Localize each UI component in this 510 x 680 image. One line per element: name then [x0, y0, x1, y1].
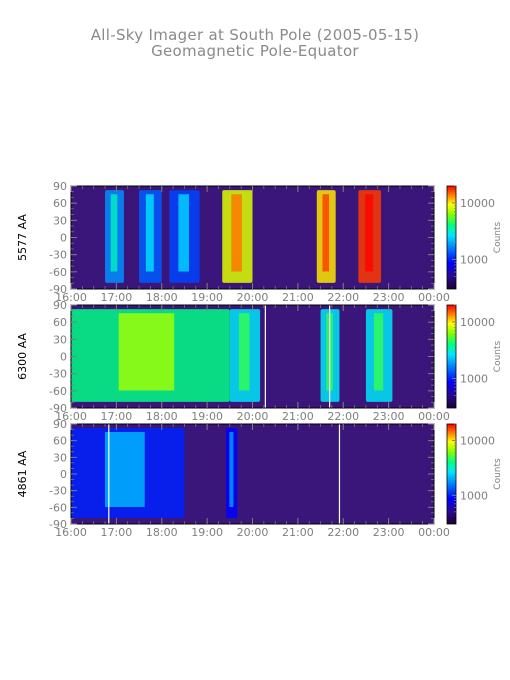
y-tick-label: 30: [53, 214, 67, 227]
colorbar-tick-label: 10000: [460, 435, 495, 448]
x-tick-label: 00:00: [418, 291, 450, 304]
colorbar-frame: [446, 423, 457, 525]
x-tick-label: 17:00: [101, 526, 133, 539]
colorbar-frame: [446, 304, 457, 409]
colorbar-tick-label: 1000: [460, 489, 488, 502]
x-tick-label: 17:00: [101, 291, 133, 304]
x-tick-label: 16:00: [55, 291, 87, 304]
y-tick-label: 0: [60, 468, 67, 481]
x-tick-label: 23:00: [373, 526, 405, 539]
x-tick-label: 20:00: [237, 526, 269, 539]
x-tick-label: 00:00: [418, 410, 450, 423]
y-tick-label: 30: [53, 451, 67, 464]
y-tick-label: 90: [53, 418, 67, 431]
x-tick-label: 00:00: [418, 526, 450, 539]
y-tick-label: 90: [53, 299, 67, 312]
y-axis-label: 6300 AA: [16, 333, 29, 380]
emission-band-core: [105, 432, 145, 507]
y-axis-label: 4861 AA: [16, 450, 29, 497]
colorbar-label: Counts: [493, 221, 503, 253]
emission-band-core: [322, 194, 330, 272]
x-tick-label: 19:00: [191, 410, 223, 423]
emission-band-core: [229, 432, 234, 507]
emission-band-core: [178, 194, 189, 272]
y-tick-label: -30: [49, 249, 67, 262]
colorbar-tick-label: 10000: [460, 316, 495, 329]
x-tick-label: 19:00: [191, 291, 223, 304]
y-tick-label: 60: [53, 316, 67, 329]
x-tick-label: 21:00: [282, 410, 314, 423]
colorbar-tick-label: 10000: [460, 197, 495, 210]
x-tick-label: 23:00: [373, 291, 405, 304]
y-tick-label: 30: [53, 333, 67, 346]
y-tick-label: -90: [49, 283, 67, 296]
y-axis-label: 5577 AA: [16, 214, 29, 261]
x-tick-label: 21:00: [282, 291, 314, 304]
x-tick-label: 22:00: [327, 291, 359, 304]
x-tick-label: 22:00: [327, 410, 359, 423]
figure-subtitle: Geomagnetic Pole-Equator: [151, 42, 359, 60]
colorbar: [447, 305, 456, 408]
x-tick-label: 17:00: [101, 410, 133, 423]
colorbar-tick-label: 1000: [460, 372, 488, 385]
x-tick-label: 23:00: [373, 410, 405, 423]
x-tick-label: 19:00: [191, 526, 223, 539]
y-tick-label: 60: [53, 197, 67, 210]
y-tick-label: -30: [49, 368, 67, 381]
colorbar: [447, 186, 456, 289]
x-tick-label: 18:00: [146, 410, 178, 423]
x-tick-label: 20:00: [237, 291, 269, 304]
x-tick-label: 18:00: [146, 291, 178, 304]
emission-band-core: [365, 194, 374, 272]
x-tick-label: 18:00: [146, 526, 178, 539]
colorbar-frame: [446, 185, 457, 290]
emission-band-core: [145, 194, 154, 272]
emission-band-core: [110, 194, 118, 272]
y-tick-label: 0: [60, 232, 67, 245]
emission-band-core: [373, 313, 384, 391]
y-tick-label: 60: [53, 435, 67, 448]
x-tick-label: 22:00: [327, 526, 359, 539]
x-tick-label: 20:00: [237, 410, 269, 423]
y-tick-label: 0: [60, 351, 67, 364]
emission-band-core: [238, 313, 250, 391]
colorbar: [447, 424, 456, 524]
y-tick-label: -30: [49, 485, 67, 498]
colorbar-label: Counts: [493, 458, 503, 490]
y-tick-label: 90: [53, 180, 67, 193]
x-tick-label: 16:00: [55, 526, 87, 539]
figure-title: All-Sky Imager at South Pole (2005-05-15…: [90, 26, 420, 44]
emission-band-core: [118, 313, 175, 391]
y-tick-label: -60: [49, 266, 67, 279]
emission-band-core: [231, 194, 242, 272]
y-tick-label: -60: [49, 501, 67, 514]
colorbar-label: Counts: [493, 340, 503, 372]
y-tick-label: -60: [49, 385, 67, 398]
y-tick-label: -90: [49, 402, 67, 415]
x-tick-label: 16:00: [55, 410, 87, 423]
y-tick-label: -90: [49, 518, 67, 531]
colorbar-tick-label: 1000: [460, 253, 488, 266]
x-tick-label: 21:00: [282, 526, 314, 539]
